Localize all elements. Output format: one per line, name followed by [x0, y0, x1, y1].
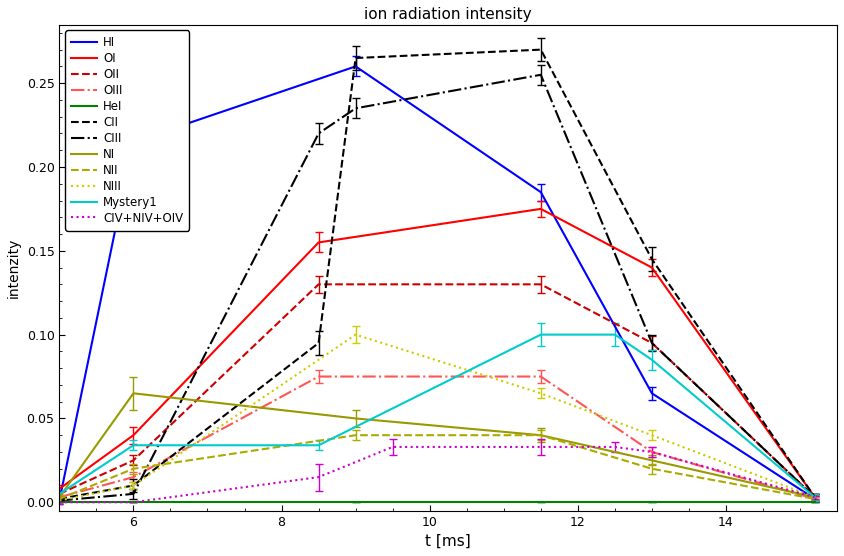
Title: ion radiation intensity: ion radiation intensity [365, 7, 532, 22]
Legend: HI, OI, OII, OIII, HeI, CII, CIII, NI, NII, NIII, Mystery1, CIV+NIV+OIV: HI, OI, OII, OIII, HeI, CII, CIII, NI, N… [65, 31, 189, 231]
Y-axis label: intenzity: intenzity [7, 237, 21, 298]
X-axis label: t [ms]: t [ms] [425, 534, 471, 549]
